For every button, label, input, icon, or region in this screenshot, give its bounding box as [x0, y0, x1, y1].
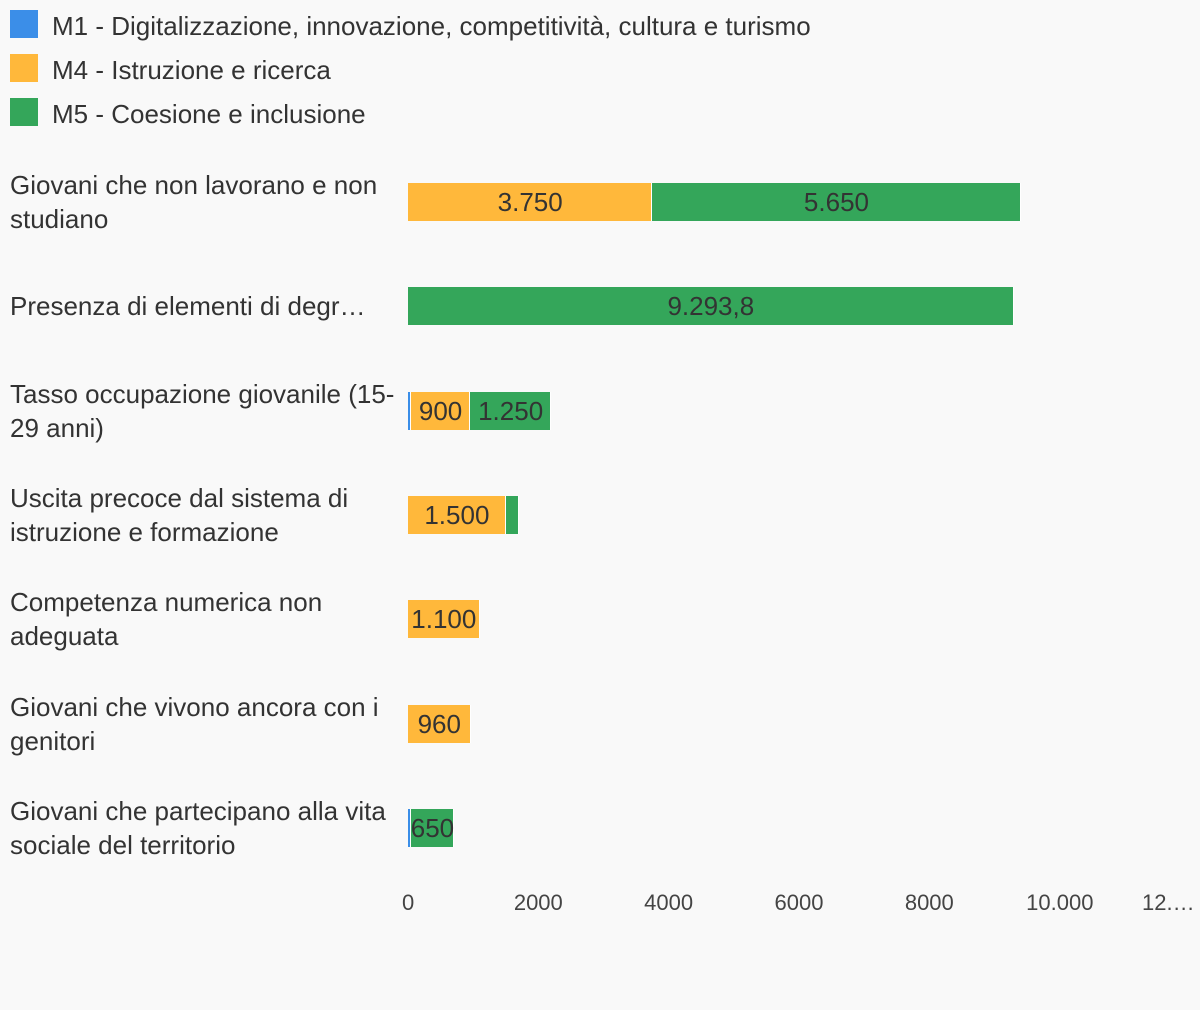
bar-segment: [505, 495, 519, 534]
data-label: 960: [417, 708, 461, 739]
bar-segment: [652, 183, 1021, 221]
data-label: 1.250: [478, 395, 544, 426]
data-label: 5.650: [803, 187, 870, 217]
legend-swatch: [10, 54, 38, 82]
category-label: Giovani che non lavorano e non studiano: [10, 170, 378, 234]
data-label: 650: [410, 812, 455, 843]
category-label: Uscita precoce dal sistema di istruzione…: [10, 482, 349, 547]
bar-segment: [408, 704, 471, 743]
legend-swatch: [10, 98, 38, 126]
data-label: 9.293,8: [667, 291, 755, 322]
legend-label: M5 - Coesione e inclusione: [52, 99, 366, 129]
bar-segment: [408, 808, 412, 847]
bar-segment: [408, 600, 480, 639]
data-label: 1.100: [411, 604, 477, 635]
x-tick-label: 8000: [904, 890, 954, 915]
bar-segment: [469, 391, 552, 430]
category-label: Presenza di elementi di degr…: [10, 291, 366, 322]
data-label: 3.750: [497, 187, 563, 217]
x-tick-label: 2000: [513, 890, 563, 915]
data-label: 900: [418, 395, 463, 426]
bar-segment: [408, 391, 412, 430]
legend-label: M4 - Istruzione e ricerca: [52, 55, 331, 85]
category-label: Competenza numerica non adeguata: [10, 587, 323, 652]
x-tick-label: 4000: [644, 890, 694, 915]
bar-segment: [411, 391, 470, 430]
x-tick-label: 12.…: [1142, 890, 1195, 915]
bar-segment: [411, 808, 454, 847]
category-label: Giovani che partecipano alla vita social…: [10, 795, 386, 860]
legend-label: M1 - Digitalizzazione, innovazione, comp…: [52, 11, 811, 41]
bar-segment: [408, 183, 653, 221]
category-label: Giovani che vivono ancora con i genitori: [10, 691, 379, 756]
data-label: 1.500: [424, 499, 490, 530]
x-tick-label: 10.000: [1026, 890, 1094, 915]
bar-segment: [408, 287, 1014, 326]
x-tick-label: 0: [402, 890, 415, 915]
bar-segment: [408, 495, 506, 534]
legend-swatch: [10, 10, 38, 38]
category-label: Tasso occupazione giovanile (15-29 anni): [10, 378, 395, 443]
x-tick-label: 6000: [774, 890, 824, 915]
